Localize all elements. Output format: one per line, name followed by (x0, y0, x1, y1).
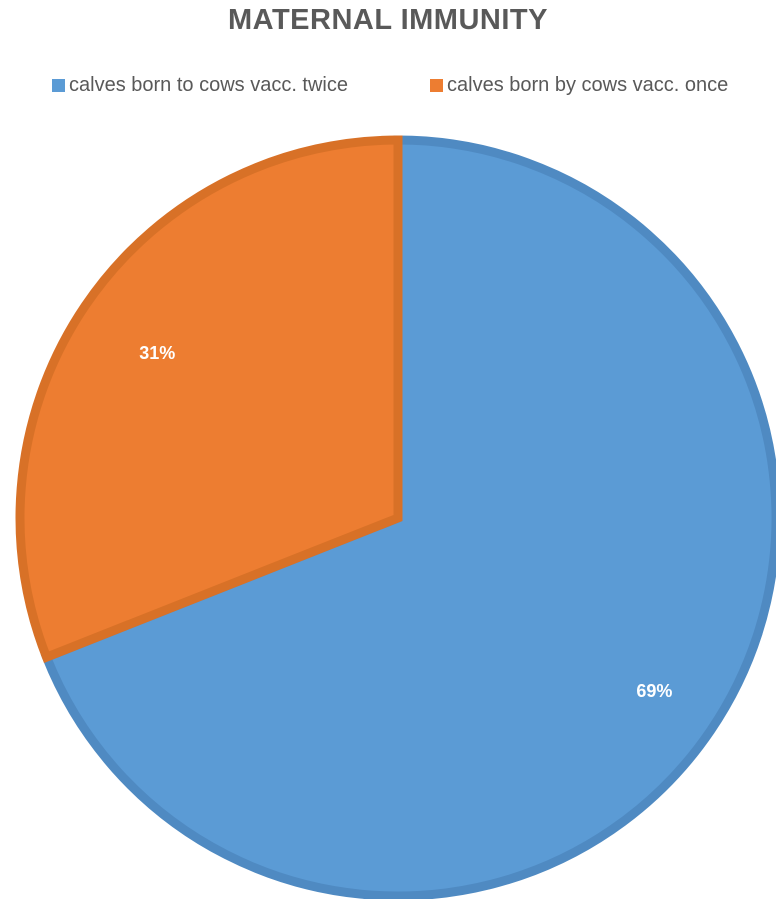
pie-slice-twice (40, 135, 776, 899)
chart-legend: calves born to cows vacc. twice calves b… (0, 74, 776, 100)
legend-swatch-twice (52, 79, 65, 92)
legend-item-once: calves born by cows vacc. once (430, 74, 728, 97)
legend-label-once: calves born by cows vacc. once (447, 74, 729, 96)
legend-swatch-once (430, 79, 443, 92)
legend-label-twice: calves born to cows vacc. twice (69, 74, 348, 96)
chart-title: MATERNAL IMMUNITY (228, 4, 548, 36)
data-label-once: 31% (139, 343, 175, 363)
pie-slice-once (15, 135, 403, 663)
data-label-twice: 69% (636, 681, 672, 701)
legend-item-twice: calves born to cows vacc. twice (52, 74, 348, 97)
